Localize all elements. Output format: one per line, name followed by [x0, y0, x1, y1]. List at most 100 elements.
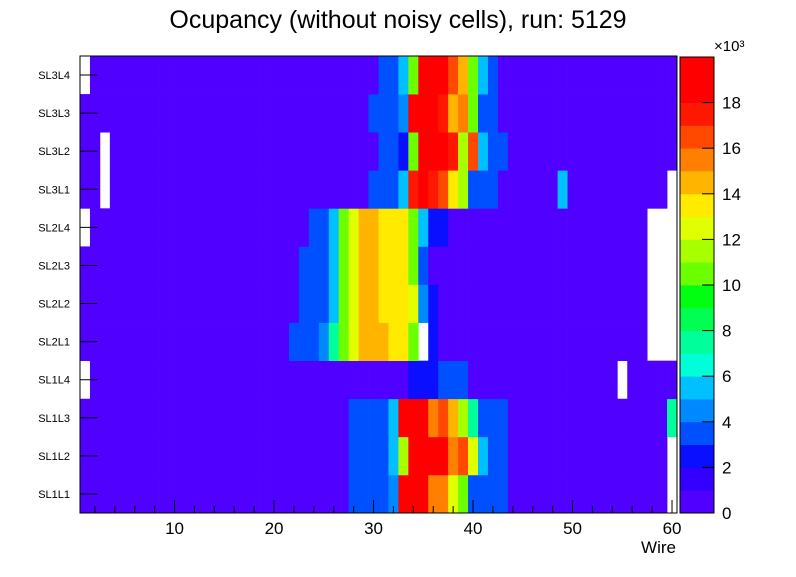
heatmap-cell — [458, 94, 469, 133]
heatmap-cell — [527, 208, 539, 247]
heatmap-cell — [318, 398, 330, 438]
heatmap-cell — [328, 56, 340, 95]
heatmap-cell — [388, 246, 399, 285]
palette-tick-label: 4 — [722, 413, 731, 432]
heatmap-cell — [428, 246, 439, 285]
heatmap-cell — [119, 208, 131, 247]
heatmap-cell — [487, 322, 499, 362]
heatmap-cell — [487, 284, 499, 323]
heatmap-cell — [279, 170, 290, 209]
heatmap-cell — [199, 208, 210, 247]
heatmap-cell — [368, 284, 379, 323]
heatmap-cell — [288, 360, 300, 400]
heatmap-cell — [109, 246, 121, 285]
heatmap-cell — [507, 94, 519, 133]
heatmap-cell — [298, 436, 310, 476]
heatmap-cell — [408, 170, 419, 209]
heatmap-cell — [239, 360, 250, 400]
heatmap-cell — [109, 56, 121, 95]
heatmap-cell — [229, 322, 240, 362]
heatmap-cell — [378, 56, 389, 95]
heatmap-cell — [468, 94, 479, 133]
heatmap-cell — [298, 170, 310, 209]
heatmap-cell — [219, 208, 230, 247]
heatmap-cell — [507, 170, 519, 209]
heatmap-cell — [259, 284, 270, 323]
heatmap-cell — [219, 436, 230, 476]
heatmap-cell — [468, 132, 479, 171]
heatmap-cell — [577, 436, 588, 476]
heatmap-cell — [239, 474, 250, 514]
heatmap-cell — [667, 94, 678, 133]
heatmap-cell — [159, 474, 170, 514]
heatmap-cell — [328, 436, 340, 476]
x-tick-label: 10 — [165, 519, 184, 538]
heatmap-cell — [438, 360, 449, 400]
heatmap-cell — [179, 474, 190, 514]
x-tick-label: 40 — [464, 519, 483, 538]
heatmap-cell — [219, 398, 230, 438]
palette-tick-label: 12 — [722, 230, 741, 249]
heatmap-cell — [149, 208, 160, 247]
heatmap-cell — [647, 170, 658, 209]
heatmap-cell — [288, 208, 300, 247]
heatmap-cell — [298, 56, 310, 95]
palette-swatch — [680, 330, 714, 354]
heatmap-cell — [239, 284, 250, 323]
heatmap-cell — [537, 246, 548, 285]
heatmap-cell — [408, 94, 419, 133]
heatmap-cell — [577, 132, 588, 171]
y-tick-label: SL1L4 — [38, 375, 70, 387]
heatmap-cell — [398, 436, 409, 476]
heatmap-cell — [617, 284, 628, 323]
heatmap-cell — [378, 436, 389, 476]
heatmap-cell — [418, 436, 429, 476]
heatmap-cell — [109, 436, 121, 476]
heatmap-cell — [557, 398, 568, 438]
heatmap-cell — [567, 170, 578, 209]
heatmap-cell — [637, 474, 648, 514]
heatmap-cell — [229, 246, 240, 285]
heatmap-cell — [547, 56, 558, 95]
plot-frame — [79, 55, 678, 514]
heatmap-cell — [448, 360, 459, 400]
heatmap-cell — [617, 436, 628, 476]
heatmap-cell — [179, 398, 190, 438]
heatmap-cell — [378, 322, 389, 362]
heatmap-cell — [149, 360, 160, 400]
heatmap-cell — [219, 322, 230, 362]
heatmap-cell — [348, 322, 359, 362]
heatmap-cell — [179, 94, 190, 133]
heatmap-cell — [229, 170, 240, 209]
heatmap-cell — [109, 132, 121, 171]
heatmap-cell — [338, 94, 349, 133]
heatmap-cell — [537, 208, 548, 247]
heatmap-cell — [607, 132, 618, 171]
heatmap-cell — [189, 322, 200, 362]
heatmap-cell — [229, 474, 240, 514]
heatmap-cell — [517, 56, 529, 95]
heatmap-cell — [577, 94, 588, 133]
heatmap-cell — [567, 246, 578, 285]
heatmap-cell — [358, 170, 369, 209]
heatmap-cell — [607, 398, 618, 438]
heatmap-cell — [298, 132, 310, 171]
heatmap-cell — [418, 56, 429, 95]
heatmap-cell — [259, 94, 270, 133]
heatmap-cell — [279, 246, 290, 285]
heatmap-cell — [298, 94, 310, 133]
palette-swatch — [680, 193, 714, 217]
heatmap-cell — [189, 398, 200, 438]
heatmap-cell — [547, 208, 558, 247]
heatmap-cell — [229, 360, 240, 400]
heatmap-cell — [239, 132, 250, 171]
palette-swatch — [680, 262, 714, 286]
heatmap-cell — [259, 56, 270, 95]
heatmap-cell — [547, 246, 558, 285]
heatmap-cell — [259, 322, 270, 362]
heatmap-cell — [199, 360, 210, 400]
heatmap-cell — [219, 246, 230, 285]
x-tick-label: 50 — [563, 519, 582, 538]
heatmap-cell — [269, 474, 280, 514]
palette-tick-label: 8 — [722, 322, 731, 341]
